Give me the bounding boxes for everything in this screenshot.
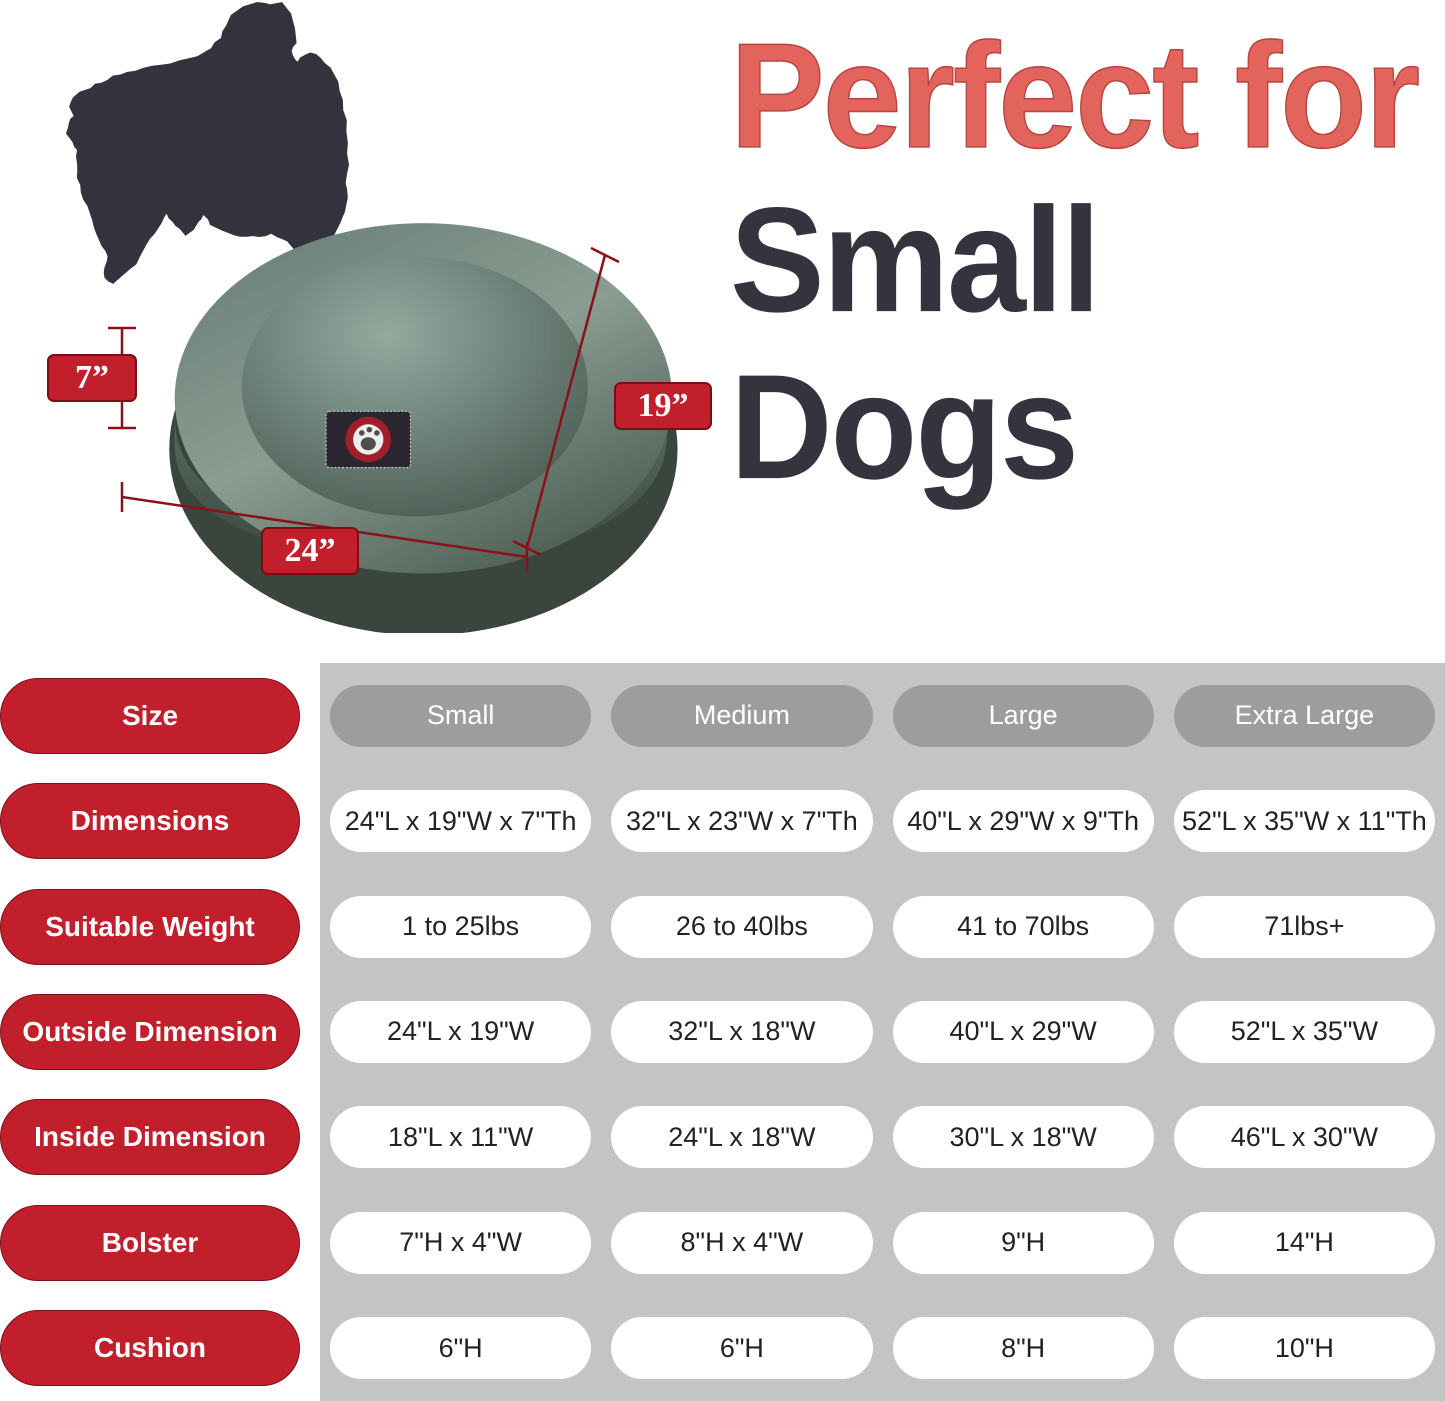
svg-text:19”: 19” bbox=[638, 387, 689, 424]
svg-text:7”: 7” bbox=[75, 359, 109, 396]
svg-text:24”: 24” bbox=[285, 532, 336, 569]
